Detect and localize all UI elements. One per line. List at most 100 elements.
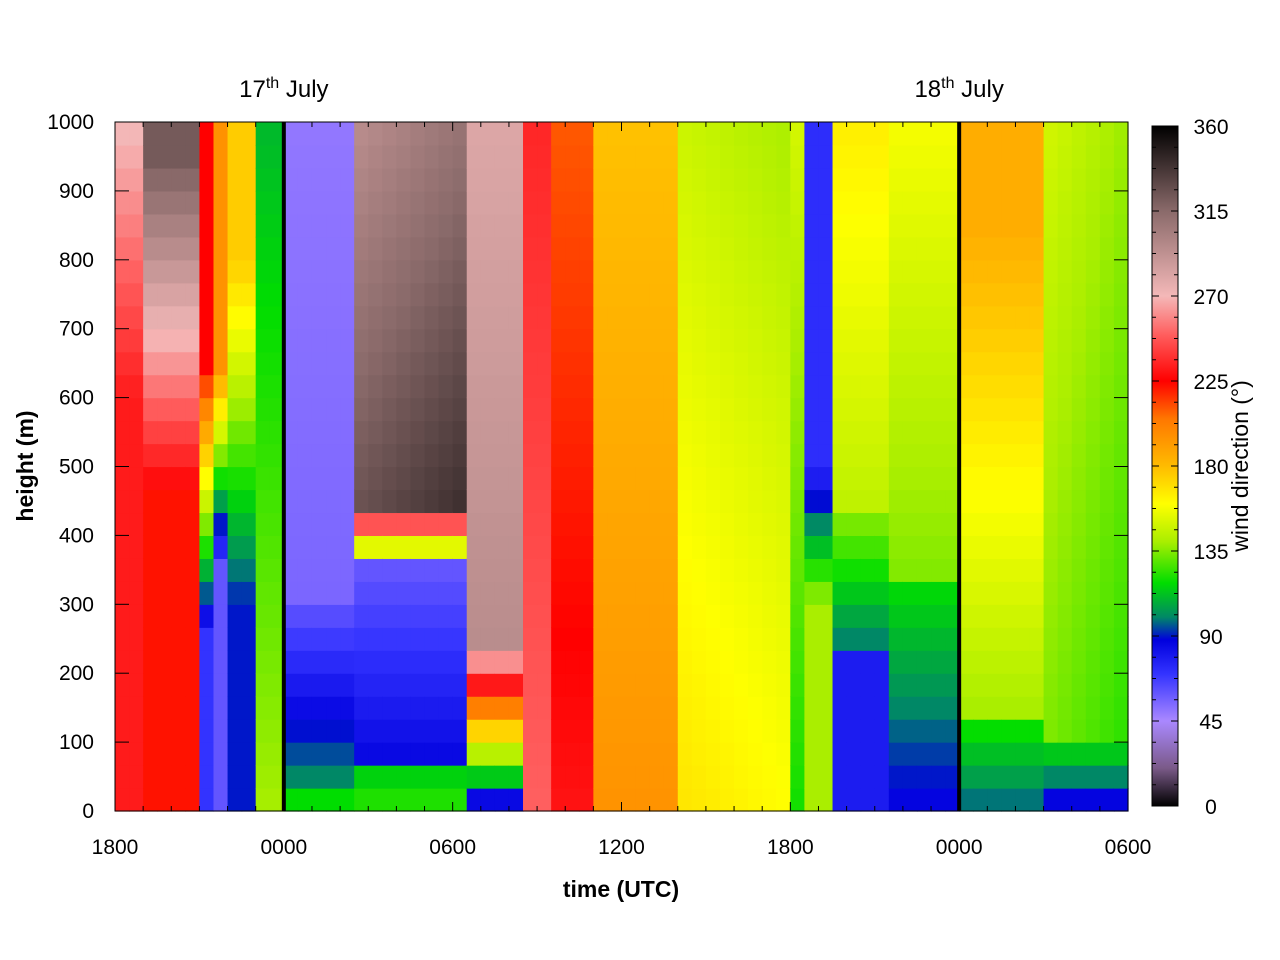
heatmap-cell <box>1057 466 1073 491</box>
heatmap-cell <box>1113 581 1129 605</box>
heatmap-cell <box>1113 259 1129 284</box>
heatmap-cell <box>1071 742 1087 766</box>
heatmap-cell <box>269 420 285 445</box>
heatmap-cell <box>719 765 735 789</box>
heatmap-cell <box>157 535 172 559</box>
heatmap-cell <box>255 742 271 766</box>
heatmap-cell <box>354 604 369 628</box>
heatmap-cell <box>846 122 862 146</box>
heatmap-cell <box>494 305 510 330</box>
heatmap-cell <box>776 144 791 169</box>
heatmap-cell <box>227 535 243 559</box>
heatmap-cell <box>1113 190 1129 215</box>
heatmap-cell <box>579 213 594 238</box>
heatmap-cell <box>199 397 215 422</box>
heatmap-cell <box>1015 512 1031 536</box>
heatmap-cell <box>860 604 876 628</box>
heatmap-cell <box>691 581 707 605</box>
heatmap-cell <box>1015 742 1031 766</box>
heatmap-cell <box>1099 765 1115 789</box>
heatmap-cell <box>804 351 820 376</box>
heatmap-cell <box>480 213 496 238</box>
heatmap-cell <box>593 144 609 169</box>
heatmap-cell <box>734 167 749 192</box>
heatmap-cell <box>677 489 693 514</box>
heatmap-cell <box>354 236 369 261</box>
heatmap-cell <box>1085 282 1101 307</box>
heatmap-cell <box>762 650 777 674</box>
heatmap-cell <box>1029 489 1045 514</box>
heatmap-cell <box>579 466 594 491</box>
heatmap-cell <box>494 673 510 697</box>
heatmap-cell <box>269 696 285 720</box>
heatmap-cell <box>1099 558 1115 582</box>
heatmap-cell <box>579 512 594 536</box>
heatmap-cell <box>1057 673 1073 697</box>
heatmap-cell <box>213 512 229 536</box>
heatmap-cell <box>185 122 201 146</box>
heatmap-cell <box>1113 627 1129 651</box>
heatmap-cell <box>354 627 369 651</box>
heatmap-cell <box>987 696 1002 720</box>
heatmap-cell <box>860 443 876 468</box>
heatmap-cell <box>551 397 566 422</box>
heatmap-cell <box>396 213 412 238</box>
heatmap-cell <box>565 627 580 651</box>
heatmap-cell <box>523 167 538 192</box>
heatmap-cell <box>621 650 637 674</box>
heatmap-cell <box>748 144 763 169</box>
heatmap-cell <box>494 604 510 628</box>
heatmap-cell <box>748 397 763 422</box>
heatmap-cell <box>860 328 876 353</box>
heatmap-cell <box>1071 512 1087 536</box>
heatmap-cell <box>846 144 862 169</box>
heatmap-cell <box>340 673 355 697</box>
heatmap-cell <box>748 512 763 536</box>
heatmap-cell <box>354 305 369 330</box>
heatmap-cell <box>818 581 834 605</box>
heatmap-cell <box>1071 122 1087 146</box>
heatmap-cell <box>1001 420 1017 445</box>
heatmap-cell <box>888 696 904 720</box>
heatmap-cells <box>115 122 1129 812</box>
heatmap-cell <box>987 512 1002 536</box>
heatmap-cell <box>1015 351 1031 376</box>
heatmap-cell <box>326 604 341 628</box>
heatmap-cell <box>452 696 468 720</box>
heatmap-cell <box>579 122 594 146</box>
heatmap-cell <box>790 581 805 605</box>
heatmap-cell <box>537 719 552 743</box>
heatmap-cell <box>579 420 594 445</box>
heatmap-cell <box>354 420 369 445</box>
heatmap-cell <box>719 420 735 445</box>
heatmap-cell <box>1001 765 1017 789</box>
heatmap-cell <box>959 604 974 628</box>
heatmap-cell <box>396 696 412 720</box>
heatmap-cell <box>1085 328 1101 353</box>
heatmap-cell <box>1085 558 1101 582</box>
heatmap-cell <box>734 236 749 261</box>
heatmap-cell <box>171 397 186 422</box>
heatmap-cell <box>508 765 524 789</box>
heatmap-cell <box>551 581 566 605</box>
heatmap-cell <box>973 122 988 146</box>
heatmap-cell <box>551 282 566 307</box>
heatmap-cell <box>649 719 665 743</box>
heatmap-cell <box>396 282 412 307</box>
heatmap-cell <box>607 673 623 697</box>
heatmap-cell <box>283 466 299 491</box>
heatmap-cell <box>888 122 904 146</box>
heatmap-cell <box>748 719 763 743</box>
heatmap-cell <box>396 512 412 536</box>
heatmap-cell <box>874 742 890 766</box>
heatmap-cell <box>508 650 524 674</box>
heatmap-cell <box>621 512 637 536</box>
heatmap-cell <box>523 696 538 720</box>
heatmap-cell <box>860 627 876 651</box>
heatmap-cell <box>269 765 285 789</box>
heatmap-cell <box>748 122 763 146</box>
heatmap-cell <box>424 259 440 284</box>
heatmap-cell <box>311 236 327 261</box>
heatmap-cell <box>931 581 946 605</box>
heatmap-cell <box>649 397 665 422</box>
